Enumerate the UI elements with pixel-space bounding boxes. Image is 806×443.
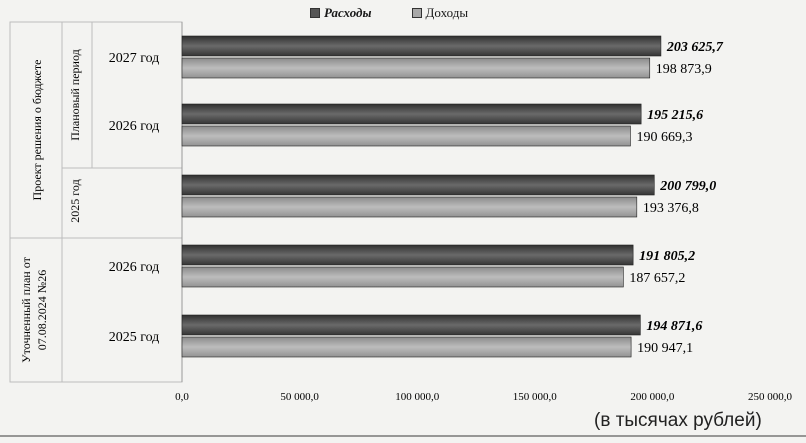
value-label-expenses-0: 203 625,7 [666, 40, 724, 55]
value-label-income-2: 193 376,8 [643, 201, 699, 216]
bar-expenses-1 [181, 103, 642, 125]
bar-expenses-3 [181, 244, 634, 266]
bar-income-2 [181, 196, 638, 218]
value-label-expenses-2: 200 799,0 [659, 179, 716, 194]
bar-expenses-0 [181, 35, 662, 57]
x-tick-label-0: 0,0 [175, 391, 189, 403]
group-label-project: Проект решения о бюджете [30, 60, 44, 201]
value-label-income-1: 190 669,3 [636, 130, 692, 145]
value-label-expenses-3: 191 805,2 [639, 249, 695, 264]
legend-item-income: Доходы [411, 5, 469, 21]
value-label-income-4: 190 947,1 [637, 341, 693, 356]
bar-expenses-2 [181, 174, 655, 196]
legend-label-income: Доходы [425, 5, 469, 20]
category-label-1: 2026 год [109, 119, 160, 134]
group-label-updated-line2: 07.08.2024 №26 [35, 270, 49, 350]
legend-swatch-income [411, 8, 422, 18]
bar-income-0 [181, 57, 651, 79]
value-label-expenses-4: 194 871,6 [646, 319, 702, 334]
x-tick-label-2: 100 000,0 [395, 391, 440, 403]
x-tick-label-3: 150 000,0 [513, 391, 558, 403]
group-label-updated-line1: Уточненный план от [19, 256, 33, 362]
subgroup-label-planned: Плановый период [68, 49, 82, 140]
category-label-2025-project: 2025 год [68, 179, 82, 222]
legend-label-expenses: Расходы [324, 5, 372, 20]
category-label-3: 2026 год [109, 260, 160, 275]
legend-swatch-expenses [310, 8, 320, 18]
value-label-income-0: 198 873,9 [656, 62, 712, 77]
legend: Расходы Доходы [310, 5, 468, 21]
x-tick-label-4: 200 000,0 [630, 391, 675, 403]
value-label-income-3: 187 657,2 [629, 271, 685, 286]
bar-expenses-4 [181, 314, 641, 336]
category-label-4: 2025 год [109, 330, 160, 345]
category-label-0: 2027 год [109, 51, 160, 66]
bar-income-1 [181, 125, 631, 147]
x-tick-label-1: 50 000,0 [280, 391, 319, 403]
value-label-expenses-1: 195 215,6 [647, 108, 703, 123]
bar-income-4 [181, 336, 632, 358]
unit-note: (в тысячах рублей) [594, 410, 762, 431]
bar-income-3 [181, 266, 624, 288]
legend-item-expenses: Расходы [310, 5, 372, 21]
x-tick-label-5: 250 000,0 [748, 391, 793, 403]
